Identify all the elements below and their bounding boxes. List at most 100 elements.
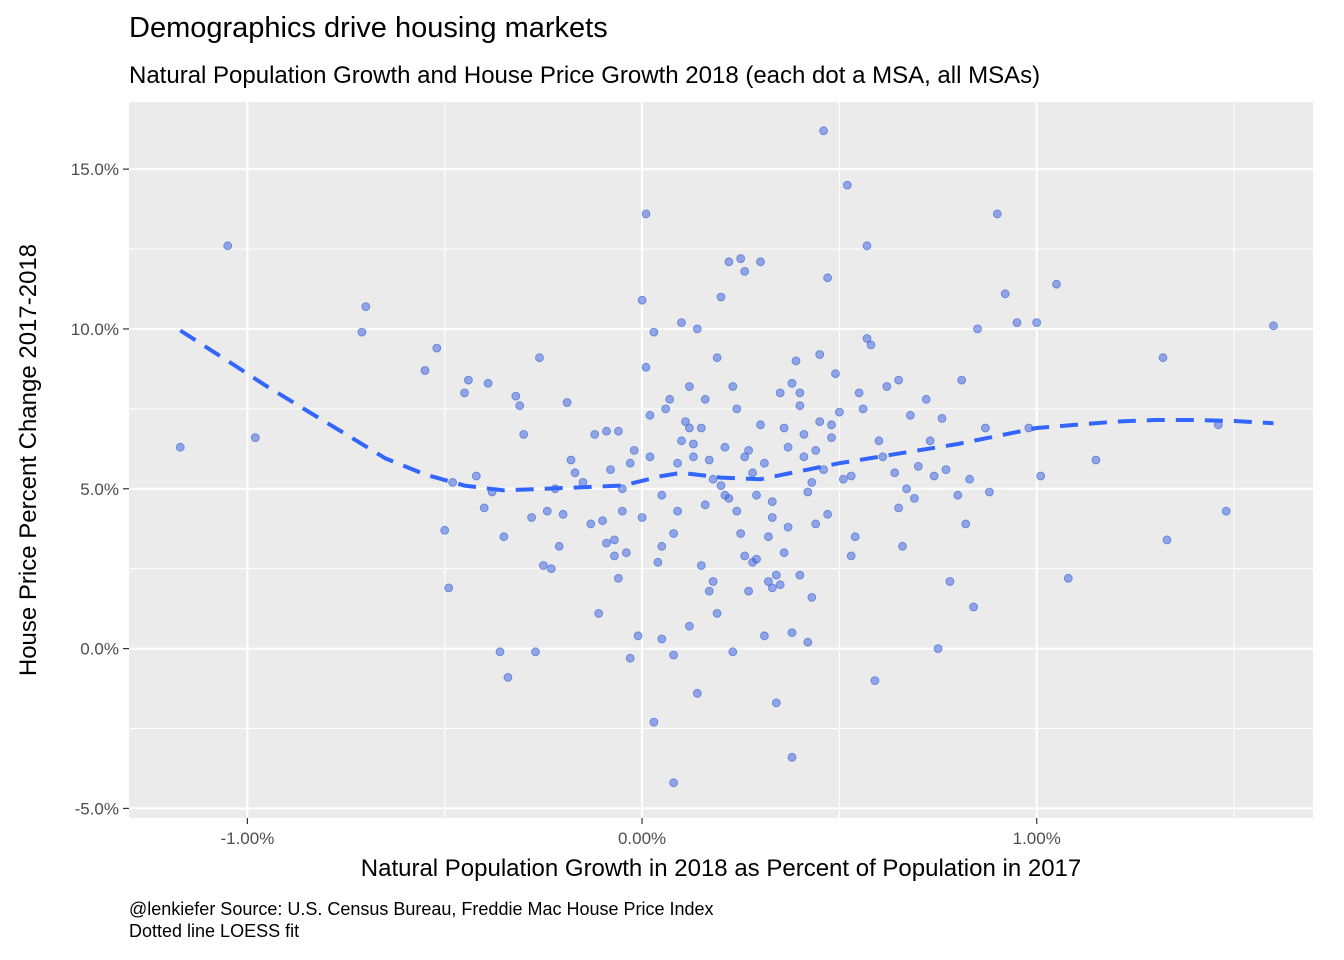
caption-source: @lenkiefer Source: U.S. Census Bureau, F…	[129, 899, 714, 919]
data-point	[704, 586, 714, 596]
data-point	[712, 353, 722, 363]
data-point	[795, 570, 805, 580]
data-point	[633, 631, 643, 641]
data-point	[708, 577, 718, 586]
data-point	[992, 209, 1002, 219]
y-tick-label: 0.0%	[80, 640, 119, 659]
data-point	[566, 455, 576, 465]
data-point	[831, 369, 840, 379]
data-point	[728, 382, 738, 391]
data-point	[535, 353, 544, 363]
data-point	[795, 401, 805, 411]
data-point	[685, 621, 694, 631]
data-point	[779, 548, 789, 558]
data-point	[681, 417, 690, 427]
data-point	[704, 455, 714, 465]
data-point	[921, 394, 931, 404]
data-point	[696, 423, 706, 433]
data-point	[602, 426, 611, 436]
data-point	[969, 602, 978, 612]
data-point	[807, 477, 817, 487]
data-point	[692, 324, 702, 334]
data-point	[898, 541, 907, 551]
data-point	[539, 561, 548, 570]
data-point	[479, 503, 489, 513]
data-point	[471, 471, 481, 481]
data-point	[732, 506, 742, 516]
data-point	[720, 442, 730, 452]
data-point	[882, 382, 892, 391]
data-point	[1158, 353, 1168, 363]
data-point	[645, 452, 655, 462]
data-point	[606, 465, 615, 475]
data-point	[985, 487, 994, 497]
data-point	[645, 410, 655, 420]
data-point	[913, 461, 923, 471]
data-point	[771, 570, 781, 580]
x-tick-label: 1.00%	[1013, 829, 1061, 848]
data-point	[499, 532, 509, 542]
data-point	[641, 209, 651, 219]
data-point	[744, 586, 753, 596]
data-point	[657, 634, 667, 644]
data-point	[925, 436, 935, 446]
data-point	[799, 452, 809, 462]
data-point	[1036, 471, 1046, 481]
x-tick-label: 0.00%	[618, 829, 666, 848]
data-point	[929, 471, 939, 481]
data-point	[791, 356, 801, 366]
data-point	[420, 366, 430, 375]
data-point	[637, 513, 647, 522]
data-point	[961, 519, 971, 529]
data-point	[432, 343, 442, 353]
data-point	[787, 378, 797, 388]
data-point	[827, 433, 836, 443]
data-point	[795, 388, 805, 398]
x-tick-label: -1.00%	[220, 829, 274, 848]
data-point	[716, 481, 726, 491]
data-point	[732, 404, 742, 414]
data-point	[542, 506, 552, 516]
data-point	[483, 378, 493, 388]
data-point	[546, 564, 556, 574]
x-axis: -1.00% 0.00% 1.00%	[220, 818, 1061, 848]
data-point	[637, 295, 647, 305]
data-point	[862, 334, 872, 343]
data-point	[250, 433, 260, 443]
data-point	[712, 609, 722, 618]
data-point	[503, 673, 513, 682]
data-point	[223, 241, 233, 251]
data-point	[463, 375, 473, 385]
data-point	[846, 551, 856, 561]
data-point	[720, 490, 730, 500]
data-point	[495, 647, 505, 657]
data-point	[807, 593, 817, 602]
data-point	[692, 688, 702, 698]
y-tick-label: 15.0%	[71, 160, 119, 179]
data-point	[815, 350, 825, 359]
data-point	[756, 257, 765, 267]
data-point	[878, 452, 888, 462]
data-point	[941, 465, 951, 475]
data-point	[708, 474, 718, 484]
data-point	[361, 302, 371, 312]
data-point	[685, 382, 694, 391]
data-point	[673, 458, 682, 468]
data-point	[665, 394, 675, 404]
data-point	[696, 561, 706, 570]
data-point	[965, 474, 974, 484]
data-point	[981, 423, 990, 433]
data-point	[764, 532, 773, 542]
data-point	[953, 490, 963, 500]
data-point	[894, 503, 903, 513]
data-point	[657, 490, 667, 500]
data-point	[819, 126, 828, 136]
data-point	[783, 522, 793, 532]
data-point	[610, 551, 619, 561]
data-point	[602, 538, 611, 548]
data-point	[937, 413, 947, 423]
data-point	[554, 541, 564, 551]
data-point	[752, 554, 761, 564]
data-point	[598, 516, 607, 526]
